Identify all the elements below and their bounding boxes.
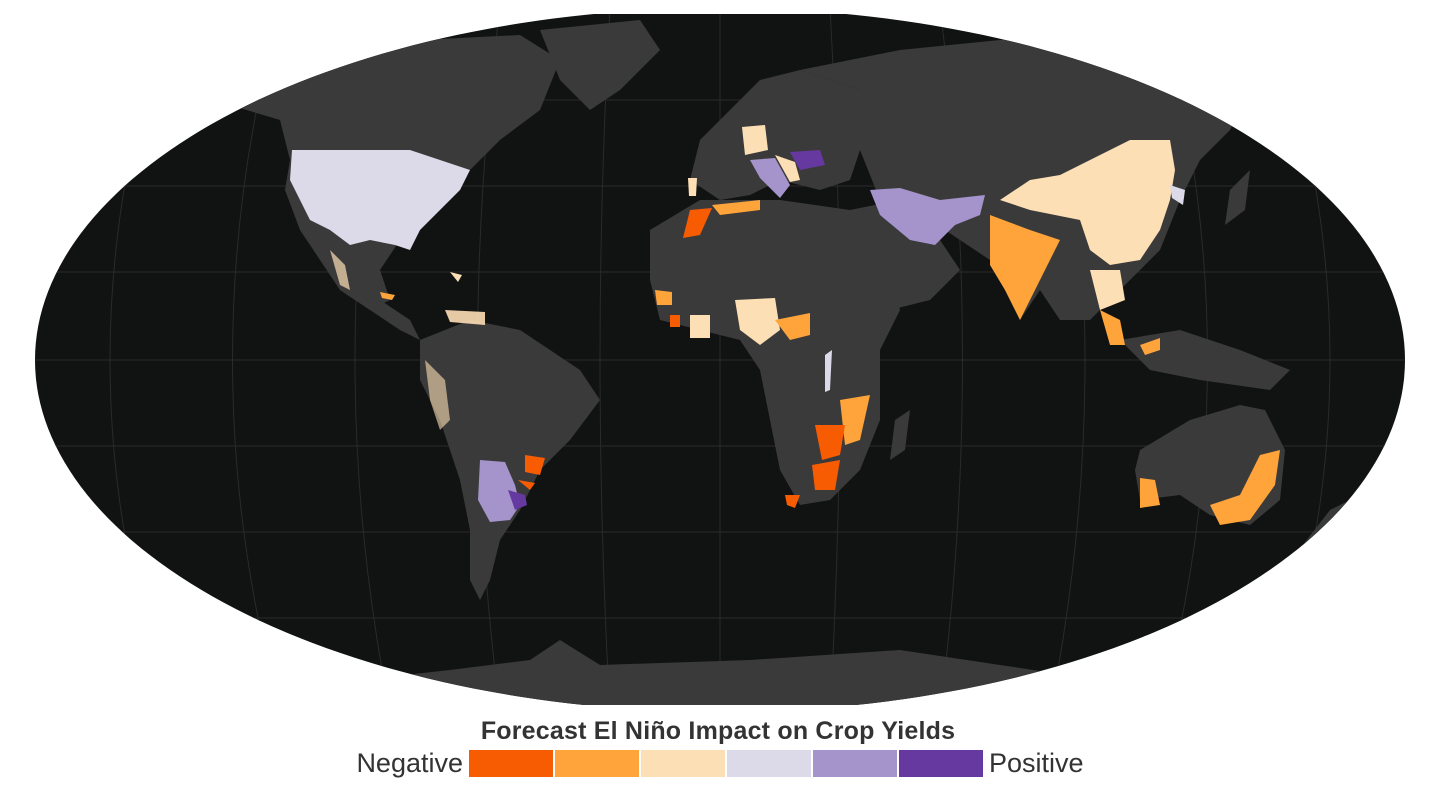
legend-swatch-moderate-negative: [555, 749, 640, 777]
crop-impact-regions: [290, 125, 1280, 525]
legend-swatch-strong-negative: [469, 749, 554, 777]
legend-swatch-strong-positive: [899, 749, 984, 777]
legend-scale: Negative Positive: [0, 748, 1440, 778]
legend-title: Forecast El Niño Impact on Crop Yields: [480, 717, 956, 745]
legend-swatch-slight-negative: [641, 749, 726, 777]
legend-positive-label: Positive: [989, 748, 1084, 778]
legend-swatch-moderate-positive: [813, 749, 898, 777]
world-map: [35, 14, 1405, 705]
region-usa: [290, 150, 470, 250]
legend-swatches: [469, 749, 984, 777]
legend-negative-label: Negative: [356, 748, 464, 778]
legend: Forecast El Niño Impact on Crop Yields N…: [0, 716, 1440, 778]
legend-swatch-slight-positive: [727, 749, 812, 777]
